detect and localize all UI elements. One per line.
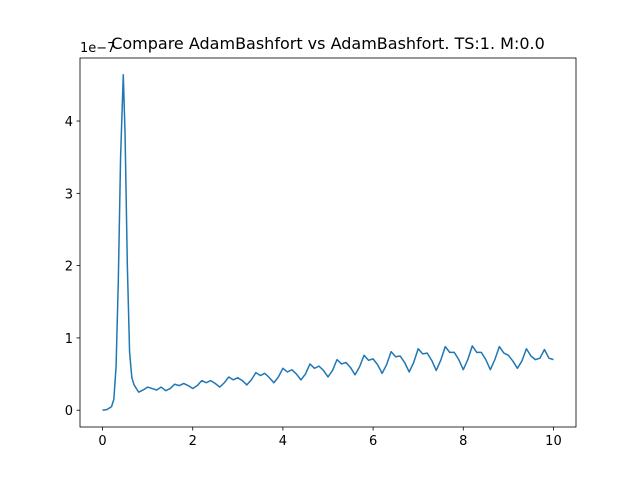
y-offset-label: 1e−7 bbox=[80, 41, 115, 56]
y-tick-label: 3 bbox=[65, 187, 73, 202]
y-tick-label: 1 bbox=[65, 332, 73, 347]
x-tick-label: 4 bbox=[279, 434, 287, 449]
chart-title: Compare AdamBashfort vs AdamBashfort. TS… bbox=[111, 34, 545, 53]
y-tick-label: 0 bbox=[65, 404, 73, 419]
y-tick-label: 4 bbox=[65, 115, 73, 130]
x-tick-label: 2 bbox=[189, 434, 197, 449]
y-tick-label: 2 bbox=[65, 260, 73, 275]
x-tick-label: 10 bbox=[545, 434, 562, 449]
data-line bbox=[102, 74, 554, 411]
x-tick-label: 0 bbox=[98, 434, 106, 449]
x-tick-label: 6 bbox=[369, 434, 377, 449]
axes-frame bbox=[79, 57, 577, 428]
x-tick-label: 8 bbox=[459, 434, 467, 449]
